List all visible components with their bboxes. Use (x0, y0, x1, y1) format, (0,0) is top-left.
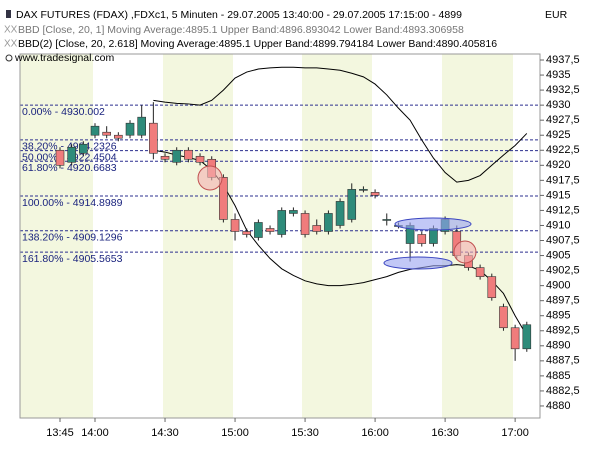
y-tick-label: 4922,5 (546, 144, 580, 156)
candle-body (149, 122, 158, 154)
x-tick-label: 15:00 (221, 427, 249, 439)
x-tick-label: 15:30 (291, 427, 319, 439)
session-band (163, 54, 233, 418)
y-tick-label: 4912,5 (546, 204, 580, 216)
fib-label: 100.00% - 4914.8989 (22, 197, 123, 209)
marker-circle (197, 165, 223, 191)
candle-body (289, 210, 298, 214)
y-tick-label: 4885 (546, 370, 570, 382)
candle-body (114, 134, 123, 139)
candle-body (219, 177, 228, 220)
candle-body (230, 219, 240, 232)
candle-body (195, 155, 205, 163)
candle-body (335, 201, 345, 226)
x-tick-label: 16:30 (431, 427, 459, 439)
fib-label: 161.80% - 4905.5653 (22, 253, 123, 265)
y-tick-label: 4887,5 (546, 355, 580, 367)
y-tick-label: 4882,5 (546, 385, 580, 397)
plot-frame (19, 53, 541, 419)
y-tick-label: 4920 (546, 159, 570, 171)
candle-body (312, 225, 322, 232)
candle-body (265, 228, 275, 232)
candle-body (184, 149, 193, 160)
y-tick-label: 4907,5 (546, 234, 580, 246)
y-tick-label: 4917,5 (546, 174, 580, 186)
y-tick-label: 4915 (546, 189, 570, 201)
candle-body (67, 146, 76, 163)
candle-body (277, 210, 287, 235)
chart-title: DAX FUTURES (FDAX) ,FDXc1, 5 Minuten - 2… (16, 9, 462, 21)
marker-circle (453, 240, 477, 264)
y-tick-label: 4935 (546, 69, 570, 81)
icon: XX (4, 39, 18, 50)
y-tick-label: 4892,5 (546, 325, 580, 337)
x-tick-label: 17:00 (501, 427, 529, 439)
y-tick-label: 4937,5 (546, 54, 580, 66)
fib-label: 0.00% - 4930.002 (22, 106, 105, 118)
session-band (302, 54, 372, 418)
y-tick-label: 4925 (546, 129, 570, 141)
candle-body (510, 327, 520, 350)
y-tick-label: 4890 (546, 340, 570, 352)
subtitle: BBD(2) [Close, 20, 2.618] Moving Average… (18, 38, 497, 50)
y-tick-label: 4897,5 (546, 295, 580, 307)
candle-body (347, 189, 357, 220)
y-tick-label: 4910 (546, 219, 570, 231)
source: www.tradesignal.com (14, 52, 114, 64)
x-tick-label: 16:00 (361, 427, 389, 439)
candle-body (172, 149, 181, 163)
y-tick-label: 4905 (546, 249, 570, 261)
candle-body (137, 116, 146, 136)
fib-label: 61.80% - 4920.6683 (22, 162, 117, 174)
subtitle: BBD [Close, 20, 1] Moving Average:4895.1… (18, 24, 464, 36)
y-tick-label: 4895 (546, 310, 570, 322)
candle-body (242, 231, 252, 235)
y-tick-label: 4930 (546, 99, 570, 111)
icon: XX (4, 25, 18, 36)
marker-ellipse (383, 256, 453, 270)
x-tick-label: 14:30 (151, 427, 179, 439)
currency: EUR (545, 9, 568, 21)
candle-body (300, 213, 310, 235)
candle-body (429, 228, 438, 244)
candle-body (487, 276, 497, 298)
x-tick-label: 13:45 (46, 427, 74, 439)
candle-body (90, 125, 100, 136)
candle-body (125, 122, 135, 136)
candle-body (417, 234, 427, 244)
y-tick-label: 4932,5 (546, 84, 580, 96)
candle-body (475, 267, 485, 277)
candle-body (102, 131, 111, 136)
band-line (153, 66, 528, 183)
fib-label: 38.20% - 4924.2326 (22, 141, 117, 153)
x-tick-label: 14:00 (81, 427, 109, 439)
candle-body (382, 219, 392, 221)
candle-body (359, 189, 368, 191)
candle-body (522, 324, 532, 350)
fib-label: 138.20% - 4909.1296 (22, 231, 123, 243)
y-tick-label: 4927,5 (546, 114, 580, 126)
session-band (20, 54, 93, 418)
annotations (197, 165, 477, 270)
icon (5, 54, 13, 62)
background-bands (20, 54, 513, 418)
candle-body (254, 222, 263, 238)
candle-body (499, 306, 508, 329)
y-tick-label: 4880 (546, 400, 570, 412)
icon (6, 10, 11, 18)
candle-body (55, 149, 65, 166)
candle-body (79, 143, 88, 154)
candle-body (370, 192, 380, 196)
candle-body (160, 155, 170, 160)
marker-ellipse (394, 217, 472, 231)
y-tick-label: 4902,5 (546, 265, 580, 277)
candle-body (324, 213, 333, 232)
y-tick-label: 4900 (546, 280, 570, 292)
